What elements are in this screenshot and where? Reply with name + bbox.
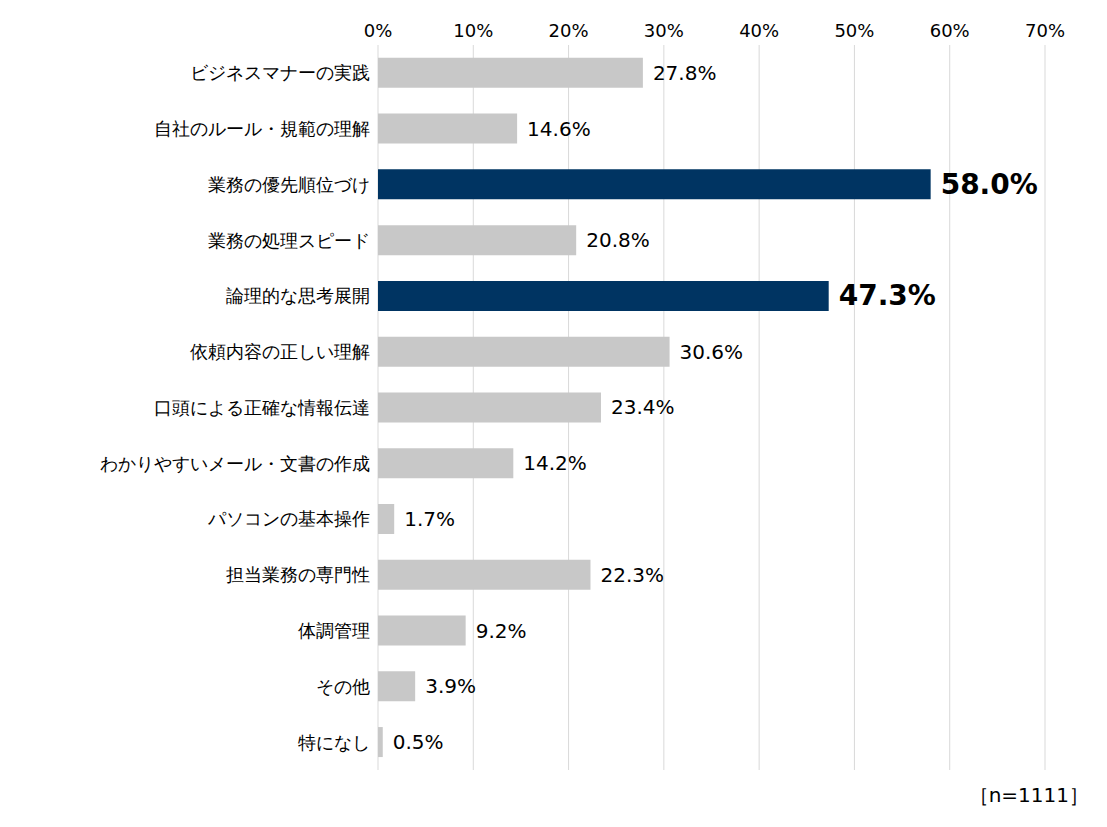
- html-text:［n=1111］: ［n=1111］: [968, 783, 1089, 807]
- svg-text:特になし: 特になし: [298, 732, 370, 753]
- svg-text:担当業務の専門性: 担当業務の専門性: [226, 564, 370, 585]
- svg-text:3.9%: 3.9%: [425, 674, 476, 698]
- svg-text:口頭による正確な情報伝達: 口頭による正確な情報伝達: [154, 397, 370, 418]
- svg-text:20.8%: 20.8%: [586, 228, 650, 252]
- svg-text:30%: 30%: [644, 20, 684, 41]
- svg-text:わかりやすいメール・文書の作成: わかりやすいメール・文書の作成: [100, 453, 370, 474]
- svg-text:依頼内容の正しい理解: 依頼内容の正しい理解: [190, 341, 370, 362]
- svg-text:14.2%: 14.2%: [523, 451, 587, 475]
- svg-text:0.5%: 0.5%: [393, 730, 444, 754]
- svg-text:0%: 0%: [364, 20, 393, 41]
- svg-text:業務の優先順位づけ: 業務の優先順位づけ: [208, 174, 370, 195]
- svg-text:体調管理: 体調管理: [298, 620, 370, 641]
- svg-text:業務の処理スピード: 業務の処理スピード: [208, 230, 370, 251]
- svg-text:その他: その他: [316, 676, 370, 697]
- svg-text:70%: 70%: [1025, 20, 1065, 41]
- svg-text:40%: 40%: [739, 20, 779, 41]
- svg-text:14.6%: 14.6%: [527, 117, 591, 141]
- svg-text:自社のルール・規範の理解: 自社のルール・規範の理解: [154, 118, 370, 139]
- svg-text:20%: 20%: [549, 20, 589, 41]
- svg-text:60%: 60%: [930, 20, 970, 41]
- svg-text:論理的な思考展開: 論理的な思考展開: [226, 285, 370, 306]
- svg-text:1.7%: 1.7%: [404, 507, 455, 531]
- svg-text:9.2%: 9.2%: [476, 619, 527, 643]
- svg-text:23.4%: 23.4%: [611, 395, 675, 419]
- svg-text:ビジネスマナーの実践: ビジネスマナーの実践: [190, 62, 370, 83]
- svg-text:50%: 50%: [834, 20, 874, 41]
- svg-text:10%: 10%: [453, 20, 493, 41]
- svg-text:27.8%: 27.8%: [653, 61, 717, 85]
- svg-text:30.6%: 30.6%: [680, 340, 744, 364]
- svg-text:22.3%: 22.3%: [600, 563, 664, 587]
- svg-text:47.3%: 47.3%: [839, 279, 936, 312]
- svg-text:58.0%: 58.0%: [941, 168, 1038, 201]
- svg-text:パソコンの基本操作: パソコンの基本操作: [207, 508, 370, 529]
